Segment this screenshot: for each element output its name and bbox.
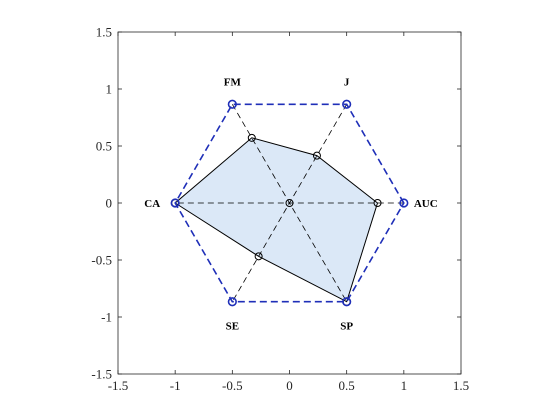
series-layer: AUC J FM CA SE SP xyxy=(144,76,437,332)
ticks-layer: -1.5 -1 -0.5 0 0.5 1 1.5 1.5 1 0.5 0 -0.5 -1 -1.5 xyxy=(91,25,469,394)
x-tick-label: -0.5 xyxy=(222,378,243,393)
x-tick-label: 0 xyxy=(286,378,293,393)
x-tick-label: 1.5 xyxy=(453,378,469,393)
vertex-marker-auc xyxy=(399,198,409,208)
y-tick-label: -1 xyxy=(101,310,112,325)
axis-label-auc: AUC xyxy=(414,198,438,210)
axis-label-fm: FM xyxy=(224,76,242,88)
y-tick-label: -0.5 xyxy=(91,253,112,268)
vertex-marker-sp xyxy=(342,297,352,307)
data-polygon xyxy=(174,137,379,303)
axis-label-se: SE xyxy=(226,321,239,333)
axis-label-ca: CA xyxy=(144,198,160,210)
x-tick-label: 1 xyxy=(401,378,408,393)
y-tick-label: -1.5 xyxy=(91,367,112,382)
spoke-line xyxy=(231,104,348,302)
vertex-marker-ca xyxy=(170,198,180,208)
y-tick-label: 1.5 xyxy=(96,25,112,40)
x-tick-label: -1 xyxy=(170,378,181,393)
data-point-se xyxy=(254,252,263,261)
data-point-fm xyxy=(247,133,256,142)
center-marker xyxy=(285,199,294,207)
vertex-marker-fm xyxy=(227,99,237,109)
outer-hexagon xyxy=(174,103,405,303)
data-point-auc xyxy=(373,199,382,207)
axis-label-sp: SP xyxy=(340,321,353,333)
y-tick-label: 1 xyxy=(106,82,113,97)
x-tick-label: -1.5 xyxy=(108,378,129,393)
axis-label-j: J xyxy=(344,76,350,88)
x-tick-label: 0.5 xyxy=(339,378,355,393)
vertex-marker-j xyxy=(342,99,352,109)
y-tick-label: 0 xyxy=(106,196,113,211)
vertex-marker-se xyxy=(227,297,237,307)
y-tick-label: 0.5 xyxy=(96,139,112,154)
data-point-j xyxy=(312,151,321,160)
